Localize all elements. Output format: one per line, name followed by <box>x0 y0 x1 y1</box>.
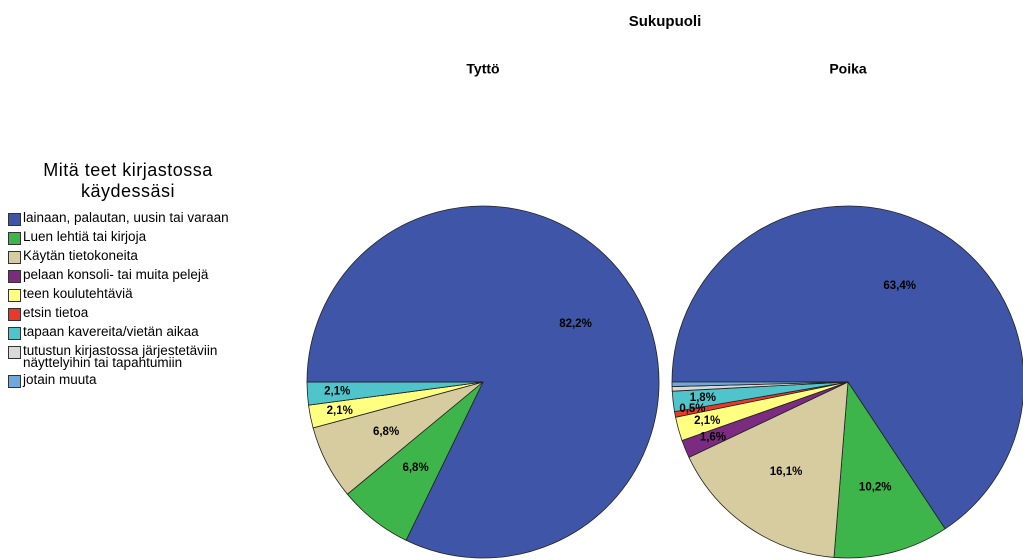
legend-label: Luen lehtiä tai kirjoja <box>23 229 147 244</box>
legend-swatch <box>8 308 21 321</box>
legend-item: tapaan kavereita/vietän aikaa <box>8 324 248 340</box>
legend-swatch <box>8 289 21 302</box>
legend-swatch <box>8 251 21 264</box>
data-label: 6,8% <box>402 462 428 474</box>
data-label: 82,2% <box>559 318 592 330</box>
data-label: 10,2% <box>859 482 892 494</box>
legend-item: etsin tietoa <box>8 305 248 321</box>
legend-label: Käytän tietokoneita <box>23 248 138 263</box>
legend-swatch <box>8 327 21 340</box>
legend-swatch <box>8 232 21 245</box>
legend-item: tutustun kirjastossa järjestetäviin näyt… <box>8 343 248 370</box>
legend-item: Käytän tietokoneita <box>8 248 248 264</box>
legend-label: tapaan kavereita/vietän aikaa <box>23 324 199 339</box>
legend-swatch <box>8 213 21 226</box>
legend-label: tutustun kirjastossa järjestetäviin näyt… <box>23 343 218 370</box>
legend-item: pelaan konsoli- tai muita pelejä <box>8 267 248 283</box>
pie-slice <box>833 380 946 559</box>
legend-label: jotain muuta <box>23 372 97 387</box>
pie-slice <box>671 381 849 387</box>
pie-title: Poika <box>829 61 867 77</box>
pie-slice <box>688 381 849 558</box>
data-label: 1,8% <box>690 392 716 404</box>
legend-label: pelaan konsoli- tai muita pelejä <box>23 267 209 282</box>
data-label: 63,4% <box>883 280 916 292</box>
legend-label: teen koulutehtäviä <box>23 286 133 301</box>
pie-slice <box>671 205 1023 530</box>
legend-item: jotain muuta <box>8 372 248 388</box>
pie-title: Tyttö <box>466 61 499 77</box>
legend-swatch <box>8 346 21 359</box>
chart-title: Sukupuoli <box>629 13 702 30</box>
legend-item: teen koulutehtäviä <box>8 286 248 302</box>
data-label: 0,5% <box>679 403 705 415</box>
legend-item: Luen lehtiä tai kirjoja <box>8 229 248 245</box>
data-label: 6,8% <box>373 426 399 438</box>
data-label: 2,1% <box>324 386 350 398</box>
legend: Mitä teet kirjastossa käydessäsi lainaan… <box>8 160 248 393</box>
legend-item: lainaan, palautan, uusin tai varaan <box>8 210 248 226</box>
legend-title: Mitä teet kirjastossa käydessäsi <box>43 160 213 201</box>
legend-label: etsin tietoa <box>23 305 89 320</box>
legend-swatch <box>8 270 21 283</box>
data-label: 16,1% <box>770 466 803 478</box>
data-label: 2,1% <box>327 405 353 417</box>
legend-label: lainaan, palautan, uusin tai varaan <box>23 210 229 225</box>
legend-swatch <box>8 375 21 388</box>
data-label: 2,1% <box>694 415 720 427</box>
data-label: 1,6% <box>700 432 726 444</box>
